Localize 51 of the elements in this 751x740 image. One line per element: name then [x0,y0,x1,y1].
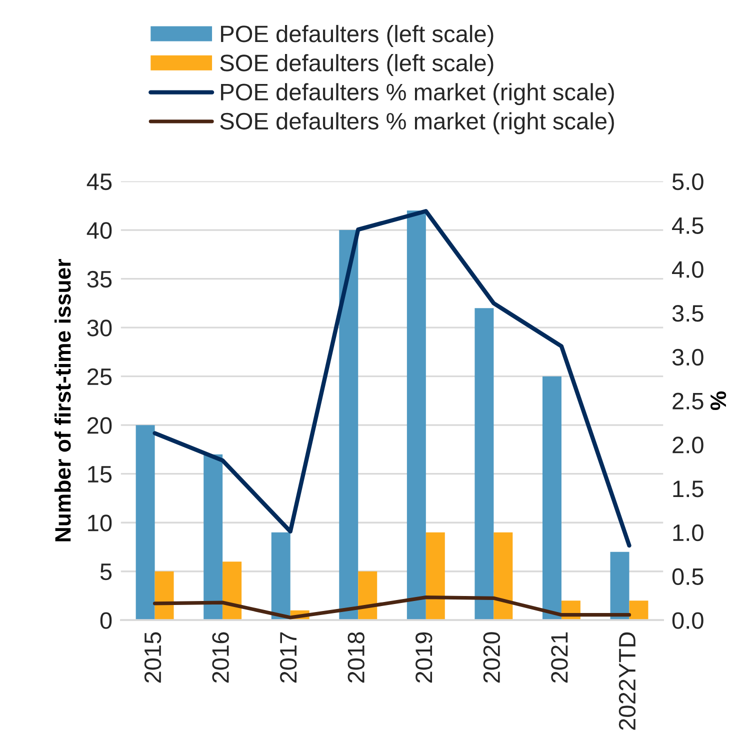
y-tick-label: 45 [86,174,112,190]
y2-tick-label: 3.0 [672,348,704,366]
legend-label: POE defaulters % market (right scale) [221,83,614,106]
legend-label: SOE defaulters % market (right scale) [220,112,614,134]
x-tick-label: 2021 [551,632,568,683]
x-tick-label: 2015 [144,632,162,683]
line-series [152,209,632,548]
y-axis-title: Number of first-time issuer [54,259,71,542]
y2-tick-label: 3.5 [672,305,704,322]
x-tick-label: 2016 [212,632,229,683]
bar [154,571,174,620]
y2-tick-label: 1.0 [673,524,704,542]
y2-tick-label: 2.5 [672,392,704,410]
bar [474,308,494,620]
y2-tick-label: 0.0 [672,612,704,629]
x-tick-label: 2020 [483,632,500,683]
bar [542,376,562,620]
legend-label: SOE defaulters (left scale) [220,54,494,76]
y2-tick-label: 0.5 [672,568,704,586]
bar [426,532,445,620]
bar [629,600,648,620]
bar [271,532,290,620]
x-tick-label: 2017 [280,632,297,683]
y-tick-label: 20 [88,417,112,434]
y2-tick-label: 2.0 [672,436,704,454]
y-tick-label: 5 [100,564,112,580]
bar [136,425,155,620]
y-tick-label: 35 [87,270,112,288]
line-series [152,595,632,620]
x-tick-label: 2022YTD [618,632,636,730]
y-tick-label: 40 [86,222,112,239]
y-tick-label: 10 [88,514,112,532]
bar [610,552,630,620]
legend-label: POE defaulters (left scale) [221,24,494,47]
y-tick-label: 15 [88,466,112,483]
y-tick-label: 30 [87,320,112,336]
y2-tick-label: 5.0 [672,173,704,190]
bar [339,230,358,620]
y2-tick-label: 4.0 [672,261,704,278]
bar [494,532,513,620]
bar [222,562,242,620]
bar [406,210,426,620]
bar [204,454,223,620]
y2-tick-label: 1.5 [673,480,704,498]
y2-axis-title: % [710,391,726,410]
y2-tick-label: 4.5 [672,217,704,234]
y-tick-label: 0 [100,612,112,629]
x-tick-label: 2019 [416,632,432,683]
x-tick-label: 2018 [348,632,364,683]
bar [358,571,378,620]
y-tick-label: 25 [88,368,112,386]
